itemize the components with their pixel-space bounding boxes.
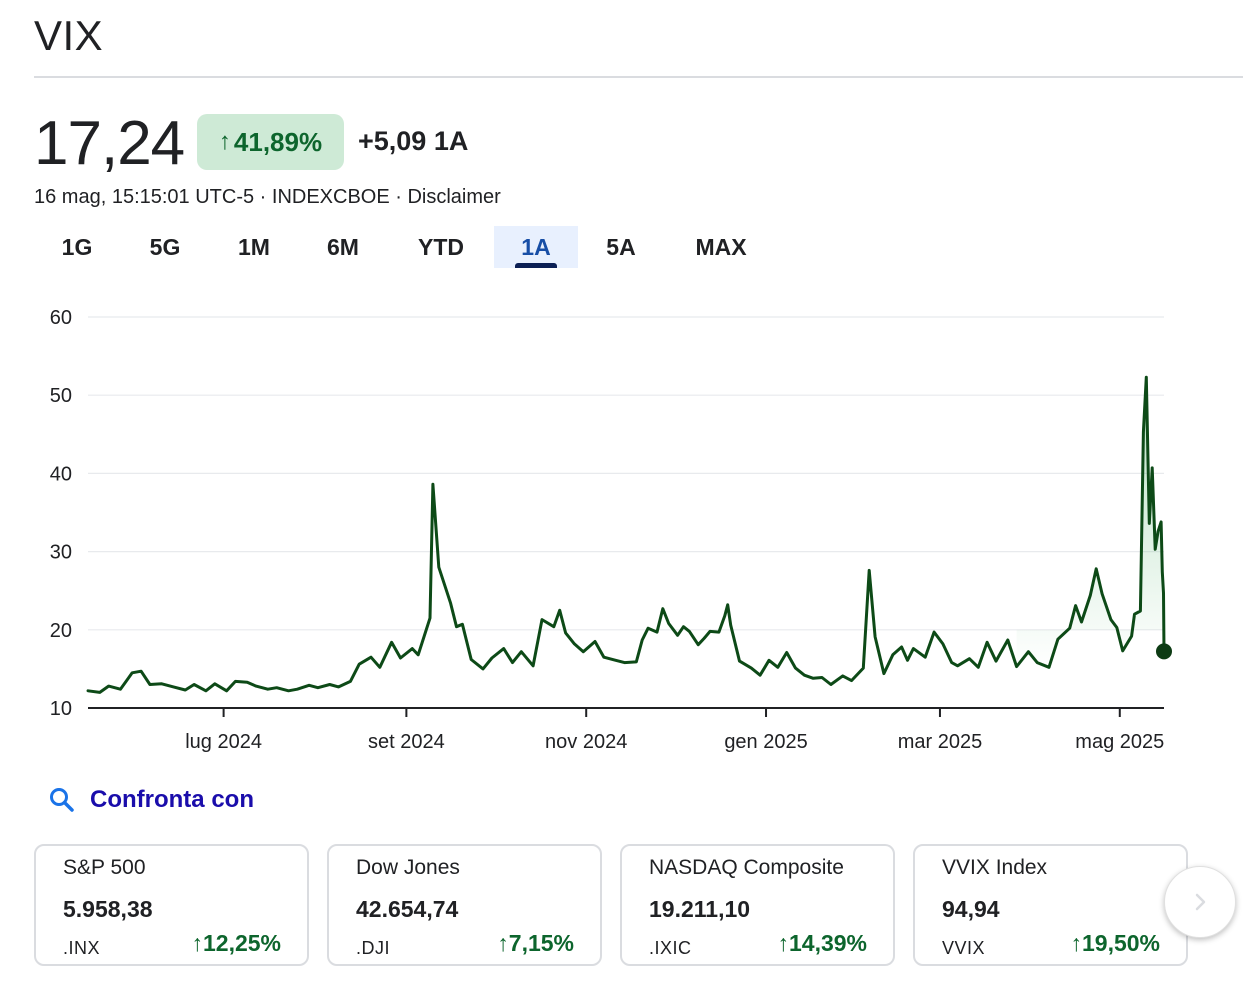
y-tick-label: 40	[50, 463, 72, 485]
tab-1g[interactable]: 1G	[42, 226, 112, 268]
tab-5a[interactable]: 5A	[586, 226, 656, 268]
x-tick-label: nov 2024	[545, 731, 627, 753]
tab-6m[interactable]: 6M	[306, 226, 380, 268]
y-tick-label: 60	[50, 307, 72, 329]
tab-label: 5G	[149, 233, 181, 260]
arrow-up-icon: ↑	[218, 128, 231, 155]
tab-label: YTD	[418, 233, 464, 260]
price-chart[interactable]: 10 20 30 40 50 60 lug 2024 set 2024 nov 2024 gen …	[0, 290, 1243, 760]
arrow-up-icon: ↑	[777, 930, 789, 956]
card-name: VVIX Index	[942, 856, 1048, 879]
series-line	[86, 375, 1166, 694]
current-price: 17,24	[34, 109, 185, 178]
compare-card-nasdaq[interactable]: NASDAQ Composite 19.211,10 .IXIC ↑14,39%	[620, 844, 895, 966]
tab-max[interactable]: MAX	[674, 226, 768, 268]
compare-card-sp500[interactable]: S&P 500 5.958,38 .INX ↑12,25%	[34, 844, 309, 966]
tab-label: 6M	[327, 233, 359, 260]
card-ticker: VVIX	[942, 938, 986, 958]
x-tick-label: gen 2025	[724, 731, 807, 753]
card-change: ↑12,25%	[191, 930, 281, 957]
card-value: 5.958,38	[63, 896, 153, 922]
x-tick-label: mag 2025	[1075, 731, 1164, 753]
card-name: S&P 500	[63, 856, 146, 879]
tab-label: 1A	[521, 233, 551, 260]
tab-label: MAX	[695, 233, 747, 260]
tab-1m[interactable]: 1M	[218, 226, 290, 268]
search-icon	[50, 788, 74, 812]
tab-5g[interactable]: 5G	[128, 226, 202, 268]
y-tick-label: 10	[50, 698, 72, 720]
quote-meta: 16 mag, 15:15:01 UTC-5 · INDEXCBOE · Dis…	[34, 186, 501, 208]
card-change: ↑14,39%	[777, 930, 867, 957]
compare-with-button[interactable]: Confronta con	[48, 786, 254, 814]
card-change: ↑7,15%	[497, 930, 574, 957]
active-tab-indicator	[515, 263, 557, 268]
tab-label: 1M	[238, 233, 270, 260]
change-absolute: +5,09 1A	[358, 126, 469, 156]
card-ticker: .INX	[63, 938, 101, 958]
tab-label: 1G	[61, 233, 93, 260]
compare-card-dow-jones[interactable]: Dow Jones 42.654,74 .DJI ↑7,15%	[327, 844, 602, 966]
card-change-value: 14,39%	[788, 930, 867, 956]
tab-ytd[interactable]: YTD	[400, 226, 482, 268]
card-value: 42.654,74	[356, 896, 459, 922]
last-point-marker	[1156, 643, 1172, 660]
page-title: VIX	[34, 12, 104, 59]
card-ticker: .DJI	[356, 938, 391, 958]
card-change-value: 12,25%	[202, 930, 281, 956]
change-percent: 41,89%	[233, 126, 323, 157]
card-change-value: 7,15%	[508, 930, 574, 956]
card-name: Dow Jones	[356, 856, 460, 879]
card-change: ↑19,50%	[1070, 930, 1160, 957]
y-tick-label: 30	[50, 542, 72, 564]
highlight-area	[1016, 377, 1164, 668]
tab-label: 5A	[606, 233, 636, 260]
compare-card-vvix[interactable]: VVIX Index 94,94 VVIX ↑19,50%	[913, 844, 1188, 966]
card-value: 19.211,10	[649, 896, 751, 922]
header-divider	[34, 76, 1243, 78]
y-tick-label: 20	[50, 620, 72, 642]
card-change-value: 19,50%	[1081, 930, 1160, 956]
card-ticker: .IXIC	[649, 938, 692, 958]
x-tick-label: mar 2025	[898, 731, 983, 753]
arrow-up-icon: ↑	[191, 930, 203, 956]
x-tick-label: set 2024	[368, 731, 445, 753]
y-tick-label: 50	[50, 385, 72, 407]
arrow-up-icon: ↑	[497, 930, 509, 956]
tab-1a[interactable]: 1A	[494, 226, 578, 268]
next-cards-button[interactable]	[1164, 866, 1236, 938]
compare-label: Confronta con	[90, 786, 254, 813]
card-name: NASDAQ Composite	[649, 856, 844, 879]
arrow-up-icon: ↑	[1070, 930, 1082, 956]
x-tick-label: lug 2024	[185, 731, 262, 753]
card-value: 94,94	[942, 896, 1000, 922]
chevron-right-icon	[1195, 893, 1206, 911]
change-percent-badge: ↑ 41,89%	[197, 114, 344, 170]
